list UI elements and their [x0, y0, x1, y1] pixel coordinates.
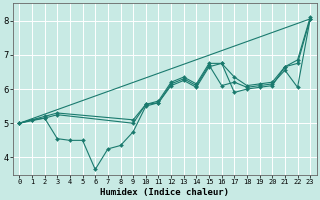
X-axis label: Humidex (Indice chaleur): Humidex (Indice chaleur) [100, 188, 229, 197]
